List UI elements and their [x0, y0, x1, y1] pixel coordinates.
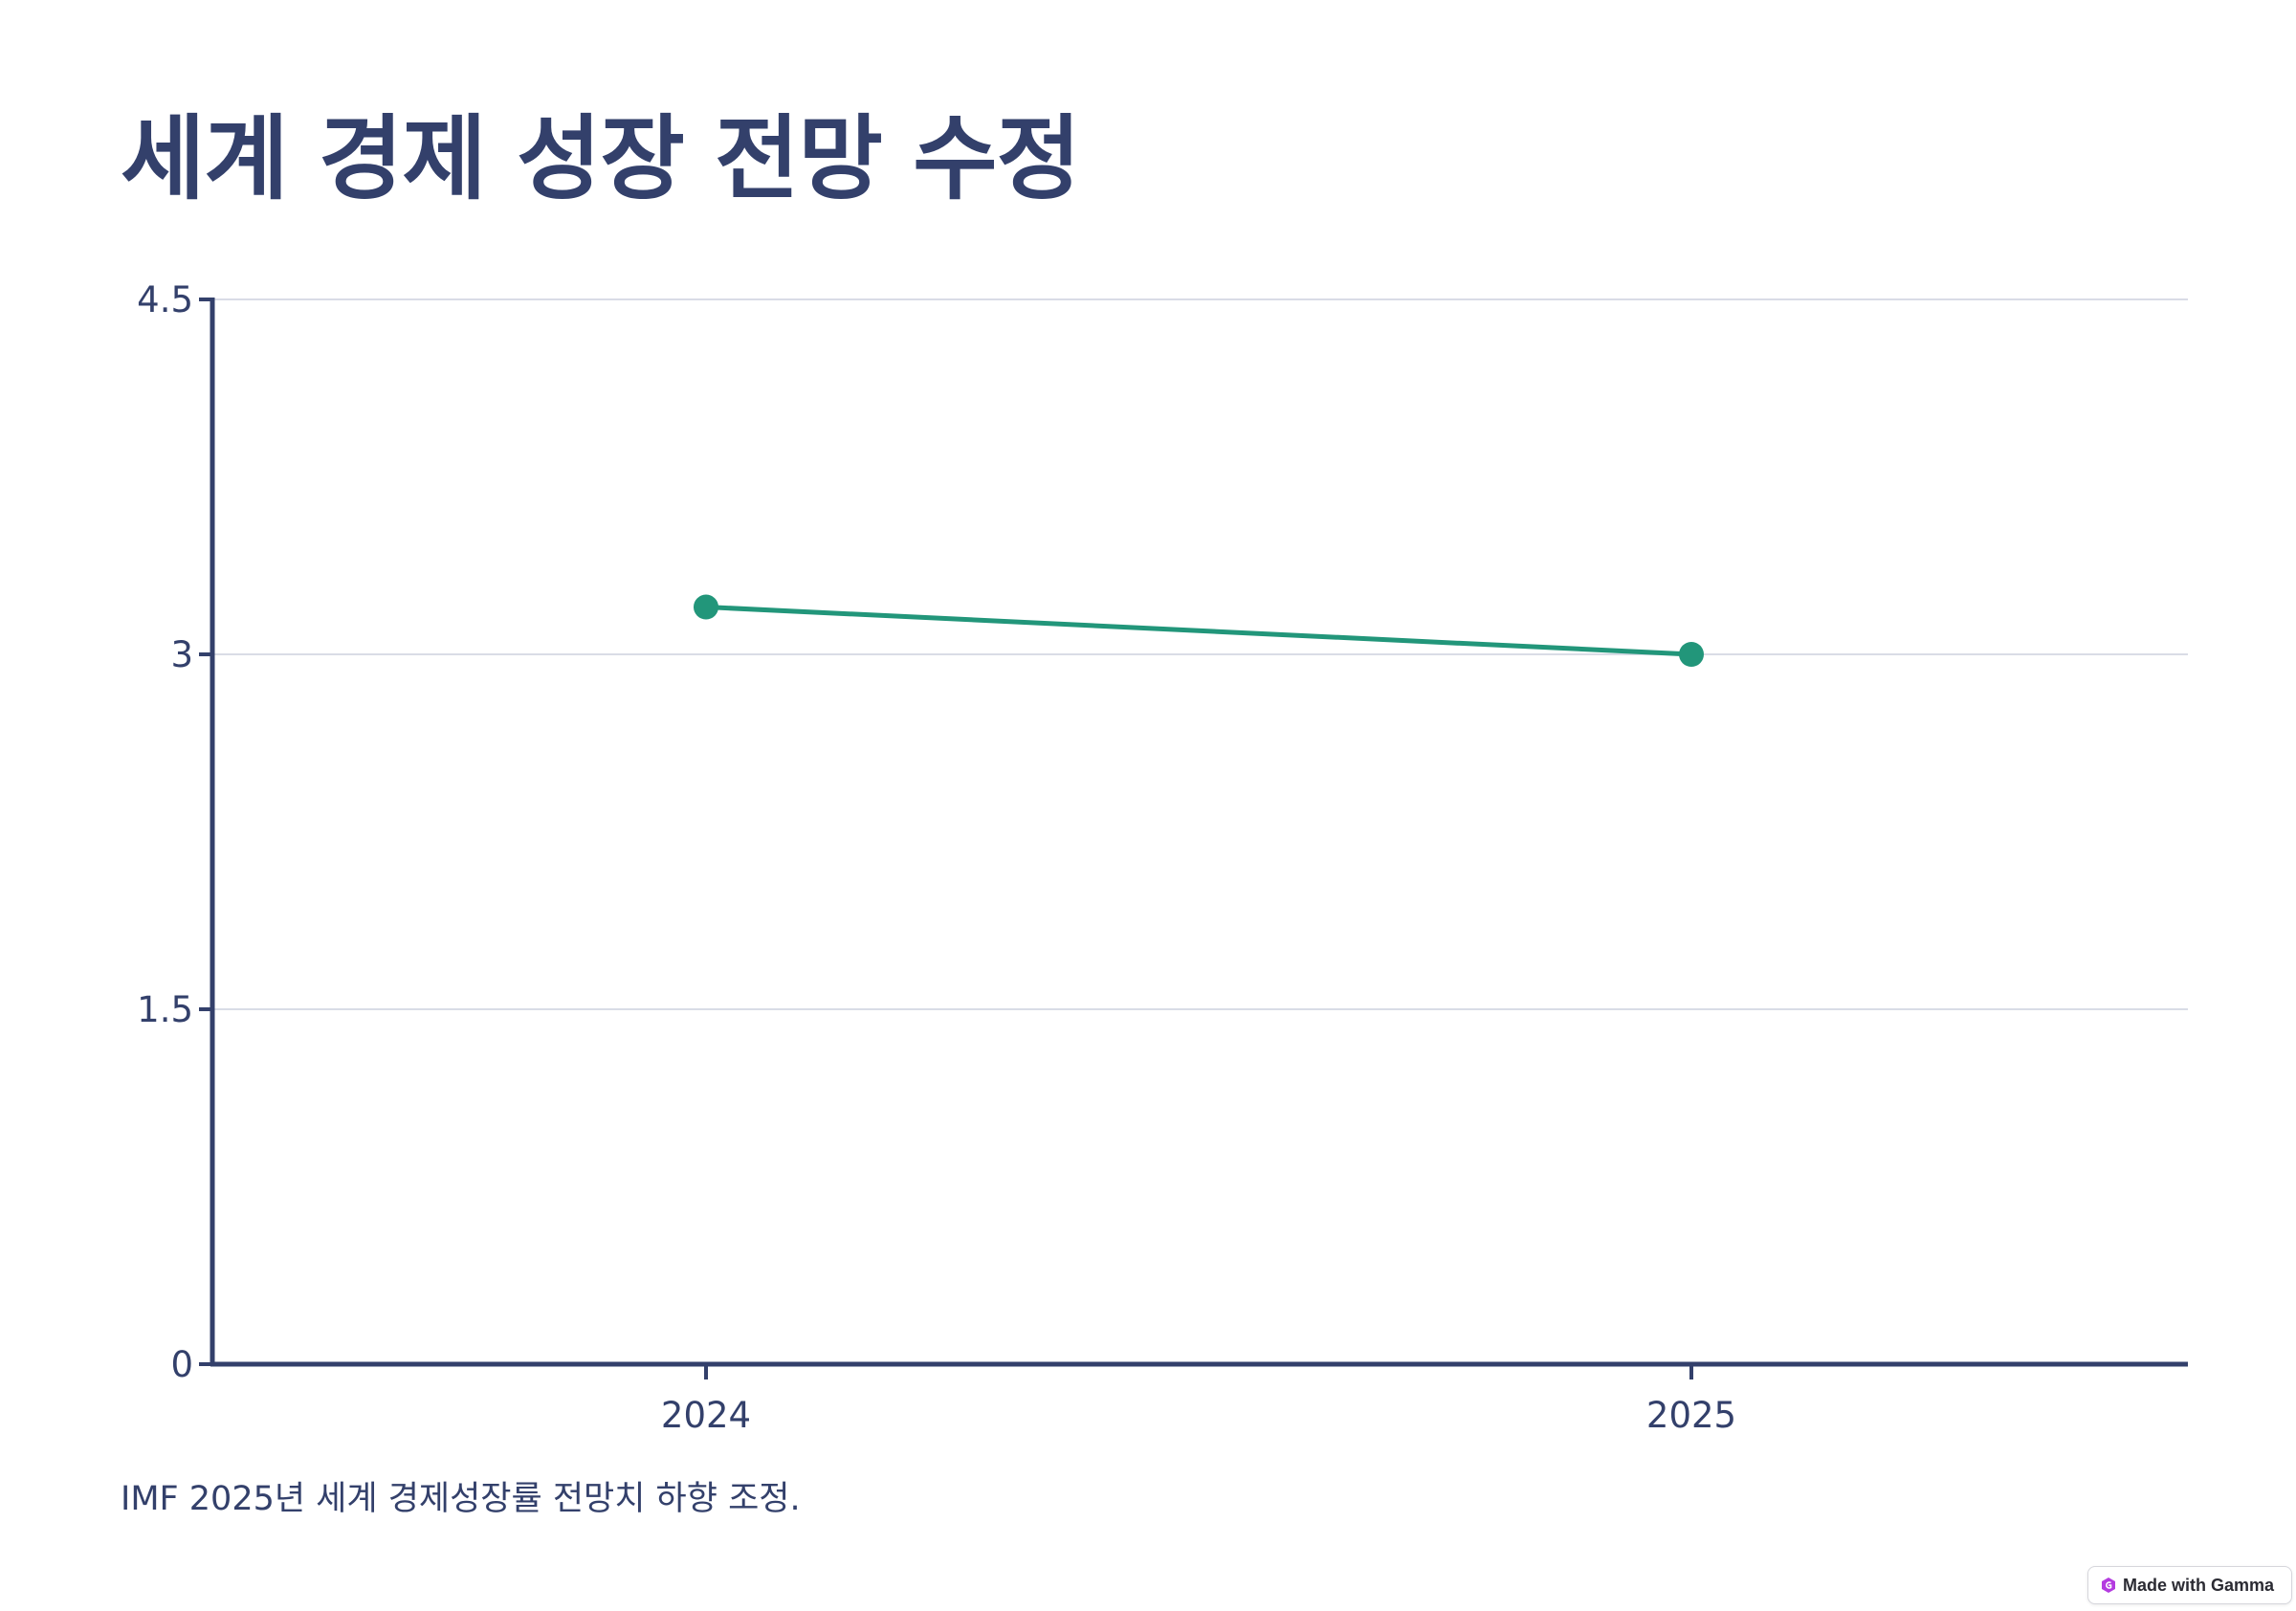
- line-chart: 0 1.5 3 4.5 2024 2025: [137, 279, 2188, 1436]
- series-line: [705, 605, 1692, 657]
- badge-label: Made with Gamma: [2123, 1575, 2275, 1595]
- data-point[interactable]: [1679, 642, 1704, 667]
- y-ticks: 0 1.5 3 4.5: [137, 279, 212, 1385]
- y-tick-label: 0: [170, 1344, 193, 1385]
- series-points: [694, 594, 1704, 667]
- gamma-logo-icon: [2102, 1578, 2115, 1593]
- y-tick-label: 4.5: [137, 279, 193, 320]
- series-lines: [705, 605, 1692, 657]
- y-tick-label: 3: [170, 634, 193, 675]
- x-tick-label: 2024: [661, 1395, 751, 1436]
- x-ticks: 2024 2025: [661, 1364, 1736, 1436]
- page-title: 세계 경제 성장 전망 수정: [121, 105, 1081, 212]
- y-tick-label: 1.5: [137, 989, 193, 1030]
- made-with-gamma-badge[interactable]: Made with Gamma: [2087, 1566, 2292, 1604]
- data-point[interactable]: [694, 594, 718, 620]
- gridlines: [212, 298, 2188, 1010]
- chart-caption: IMF 2025년 세계 경제성장률 전망치 하향 조정.: [121, 1480, 801, 1518]
- x-tick-label: 2025: [1646, 1395, 1736, 1436]
